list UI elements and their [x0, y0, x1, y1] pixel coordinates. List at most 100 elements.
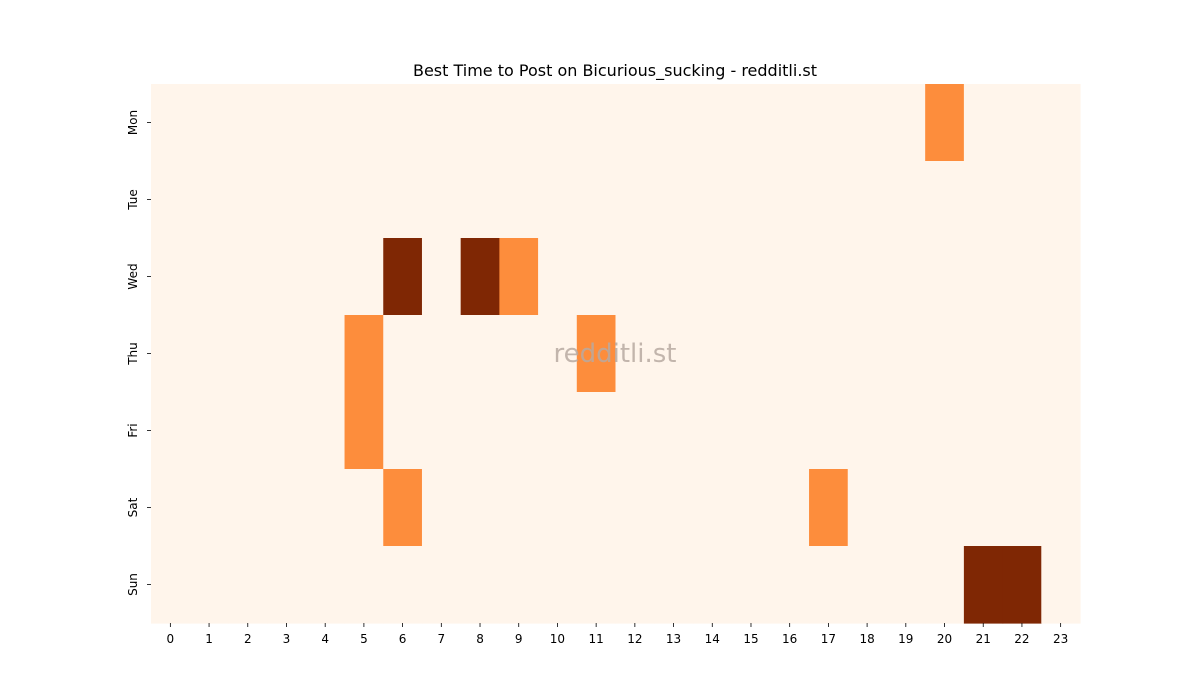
heatmap-cell-sun-21	[963, 546, 1004, 624]
heatmap-cell-fri-17	[809, 392, 849, 470]
heatmap-cell-tue-14	[692, 161, 733, 239]
heatmap-cell-wed-16	[770, 238, 810, 316]
heatmap-cell-fri-15	[731, 392, 771, 470]
heatmap-cell-mon-23	[1041, 84, 1081, 162]
heatmap-cell-sat-2	[228, 469, 268, 547]
heatmap-cell-sat-13	[654, 469, 694, 547]
watermark: redditli.st	[554, 339, 677, 369]
heatmap-cell-mon-14	[692, 84, 733, 162]
heatmap-cell-wed-3	[267, 238, 307, 316]
x-tick-label: 8	[476, 632, 484, 646]
heatmap-cell-mon-15	[731, 84, 771, 162]
heatmap-cell-tue-19	[886, 161, 926, 239]
heatmap-cell-wed-15	[731, 238, 771, 316]
heatmap-cell-sun-18	[847, 546, 888, 624]
heatmap-cell-fri-11	[576, 392, 617, 470]
heatmap-cell-mon-10	[538, 84, 578, 162]
heatmap-cell-sun-6	[383, 546, 423, 624]
heatmap-cell-sun-11	[576, 546, 617, 624]
heatmap-cell-fri-22	[1002, 392, 1042, 470]
heatmap-cell-sat-9	[499, 469, 539, 547]
heatmap-cell-tue-10	[538, 161, 578, 239]
heatmap-cell-sun-23	[1041, 546, 1081, 624]
heatmap-cell-wed-7	[421, 238, 462, 316]
heatmap-cell-tue-12	[615, 161, 655, 239]
heatmap-cell-wed-0	[151, 238, 191, 316]
heatmap-cell-wed-14	[692, 238, 733, 316]
heatmap-cell-fri-18	[847, 392, 888, 470]
heatmap-cell-fri-20	[925, 392, 965, 470]
heatmap-cell-sun-2	[228, 546, 268, 624]
heatmap-cell-fri-2	[228, 392, 268, 470]
heatmap-cell-thu-2	[228, 315, 268, 393]
heatmap-cell-thu-3	[267, 315, 307, 393]
heatmap-cell-fri-1	[189, 392, 230, 470]
x-tick-label: 11	[589, 632, 604, 646]
heatmap-cell-thu-5	[344, 315, 384, 393]
heatmap-cell-tue-16	[770, 161, 810, 239]
heatmap-cell-sun-9	[499, 546, 539, 624]
heatmap-cell-fri-9	[499, 392, 539, 470]
heatmap-cell-mon-22	[1002, 84, 1042, 162]
heatmap-cell-fri-10	[538, 392, 578, 470]
x-tick-label: 20	[937, 632, 952, 646]
heatmap-cell-fri-7	[421, 392, 462, 470]
heatmap-cell-mon-6	[383, 84, 423, 162]
heatmap-cell-sun-3	[267, 546, 307, 624]
heatmap-cell-mon-19	[886, 84, 926, 162]
heatmap-cell-sun-16	[770, 546, 810, 624]
heatmap-cell-mon-18	[847, 84, 888, 162]
heatmap-cell-wed-12	[615, 238, 655, 316]
heatmap-cell-wed-23	[1041, 238, 1081, 316]
heatmap-cell-sat-8	[460, 469, 500, 547]
heatmap-cell-mon-13	[654, 84, 694, 162]
heatmap-cell-thu-16	[770, 315, 810, 393]
heatmap-cell-sat-5	[344, 469, 384, 547]
heatmap-cell-sat-11	[576, 469, 617, 547]
heatmap-cell-wed-5	[344, 238, 384, 316]
heatmap-cell-sat-19	[886, 469, 926, 547]
heatmap-cell-thu-7	[421, 315, 462, 393]
y-tick-label: Fri	[126, 423, 140, 437]
heatmap-cell-wed-8	[460, 238, 500, 316]
heatmap-cell-thu-12	[615, 315, 655, 393]
heatmap-cell-sat-12	[615, 469, 655, 547]
heatmap-cell-sun-22	[1002, 546, 1042, 624]
heatmap-cell-sat-4	[305, 469, 346, 547]
heatmap-cell-sat-14	[692, 469, 733, 547]
heatmap-cell-sat-7	[421, 469, 462, 547]
heatmap-cell-fri-8	[460, 392, 500, 470]
heatmap-cell-tue-7	[421, 161, 462, 239]
heatmap-cell-thu-6	[383, 315, 423, 393]
heatmap-cell-sun-15	[731, 546, 771, 624]
heatmap-cell-fri-13	[654, 392, 694, 470]
x-tick-label: 17	[821, 632, 836, 646]
heatmap-cell-fri-21	[963, 392, 1004, 470]
heatmap-cell-mon-21	[963, 84, 1004, 162]
heatmap-cell-sun-1	[189, 546, 230, 624]
heatmap-cell-thu-10	[538, 315, 578, 393]
heatmap-cell-mon-11	[576, 84, 617, 162]
x-tick-label: 14	[705, 632, 720, 646]
heatmap-cell-sun-5	[344, 546, 384, 624]
heatmap-cell-tue-1	[189, 161, 230, 239]
heatmap-cell-tue-18	[847, 161, 888, 239]
heatmap-cell-wed-20	[925, 238, 965, 316]
heatmap-cell-thu-13	[654, 315, 694, 393]
heatmap-cell-tue-23	[1041, 161, 1081, 239]
heatmap-cell-wed-11	[576, 238, 617, 316]
y-tick-label: Wed	[126, 263, 140, 289]
heatmap-cell-tue-17	[809, 161, 849, 239]
heatmap-cell-sat-16	[770, 469, 810, 547]
heatmap-cell-sat-23	[1041, 469, 1081, 547]
heatmap-cell-sun-7	[421, 546, 462, 624]
heatmap-cell-sun-10	[538, 546, 578, 624]
heatmap-cell-thu-17	[809, 315, 849, 393]
heatmap-cell-fri-12	[615, 392, 655, 470]
heatmap-cell-thu-0	[151, 315, 191, 393]
x-tick-label: 21	[976, 632, 991, 646]
heatmap-cell-mon-9	[499, 84, 539, 162]
heatmap-cell-sat-3	[267, 469, 307, 547]
heatmap-cell-tue-4	[305, 161, 346, 239]
